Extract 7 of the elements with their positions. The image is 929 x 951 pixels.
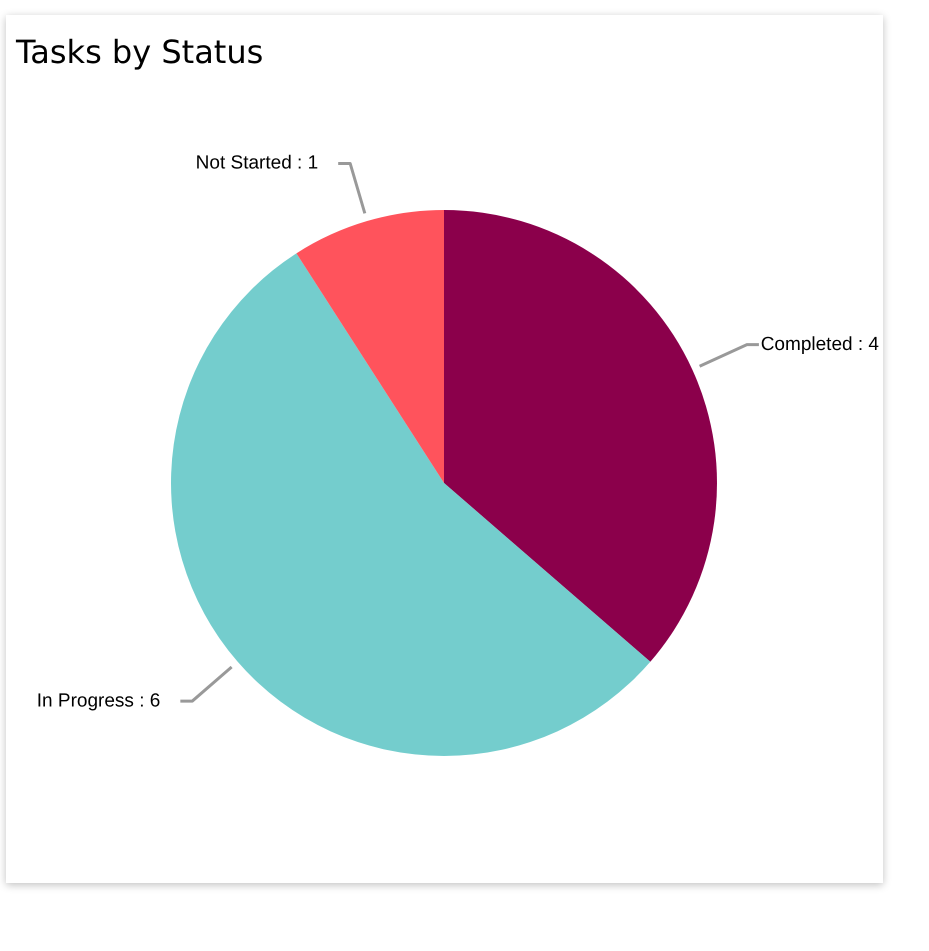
data-label: : 6: [139, 690, 160, 712]
chart-title: Tasks by Status: [16, 33, 264, 71]
slice-label: Completed: [760, 334, 853, 355]
data-label: : 4: [858, 334, 880, 355]
data-label: : 1: [297, 152, 318, 174]
slice-label: Not Started: [196, 152, 292, 174]
slice-label: In Progress: [36, 690, 134, 712]
